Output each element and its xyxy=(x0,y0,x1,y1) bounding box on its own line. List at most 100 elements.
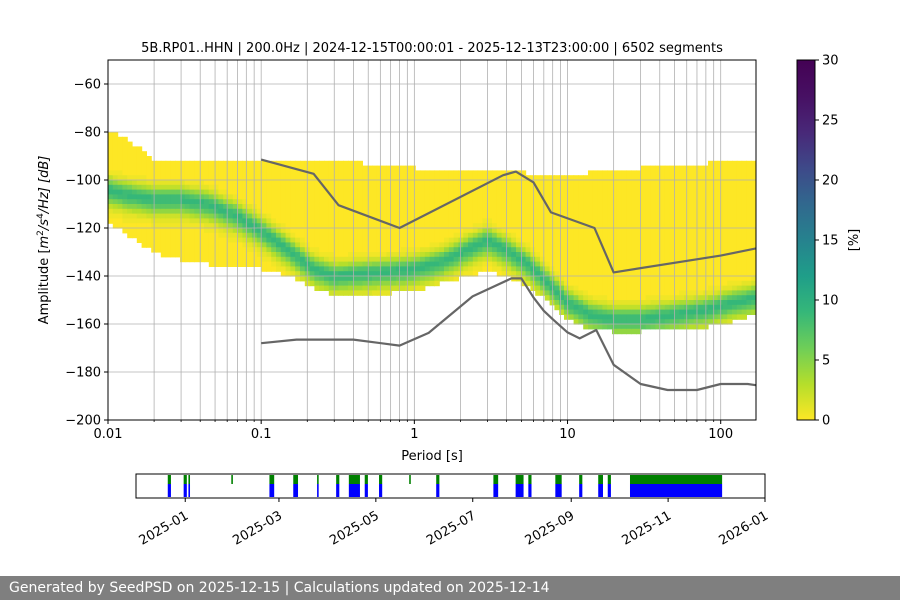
heatmap-cell xyxy=(520,271,527,277)
heatmap-cell xyxy=(175,184,181,191)
heatmap-cell xyxy=(156,204,162,210)
heatmap-cell xyxy=(271,261,277,267)
heatmap-cell xyxy=(204,232,210,263)
heatmap-cell xyxy=(410,256,416,263)
heatmap-cell xyxy=(199,199,205,205)
colorbar-label: [%] xyxy=(847,229,862,252)
heatmap-cell xyxy=(352,266,359,272)
availability-segment-green xyxy=(317,475,319,484)
heatmap-cell xyxy=(324,160,330,253)
heatmap-cell xyxy=(256,160,263,210)
heatmap-cell xyxy=(247,213,253,219)
heatmap-cell xyxy=(597,319,603,325)
plot-frame xyxy=(107,59,757,421)
heatmap-cell xyxy=(535,290,541,296)
heatmap-cell xyxy=(381,165,387,253)
heatmap-cell xyxy=(362,280,368,287)
heatmap-cell xyxy=(501,261,507,267)
heatmap-cell xyxy=(410,266,416,272)
heatmap-cell xyxy=(477,247,483,253)
heatmap-cell xyxy=(645,314,651,320)
heatmap-cell xyxy=(199,194,205,200)
heatmap-cell xyxy=(357,256,363,263)
heatmap-cell xyxy=(170,208,176,215)
heatmap-cell xyxy=(559,300,565,306)
heatmap-cell xyxy=(496,266,503,272)
heatmap-cell xyxy=(376,290,383,296)
heatmap-cell xyxy=(554,175,560,272)
heatmap-cell xyxy=(352,285,359,291)
heatmap-cell xyxy=(127,204,133,210)
heatmap-cell xyxy=(117,194,123,200)
heatmap-cell xyxy=(252,237,258,243)
heatmap-cell xyxy=(405,271,411,277)
heatmap-cell xyxy=(199,204,205,210)
heatmap-cell xyxy=(669,304,675,311)
heatmap-cell xyxy=(170,160,176,181)
heatmap-cell xyxy=(300,261,306,267)
heatmap-cell xyxy=(343,280,349,287)
heatmap-cell xyxy=(328,252,335,258)
availability-segment-green xyxy=(269,475,275,484)
heatmap-cell xyxy=(228,199,234,205)
heatmap-cell xyxy=(722,285,728,291)
heatmap-cell xyxy=(319,160,325,253)
heatmap-cell xyxy=(348,261,354,267)
heatmap-cell xyxy=(108,132,114,171)
heatmap-cell xyxy=(295,160,301,239)
heatmap-cell xyxy=(237,242,243,267)
heatmap-cell xyxy=(664,319,671,325)
heatmap-cell xyxy=(136,146,143,176)
data-availability-strip xyxy=(167,475,723,497)
heatmap-cell xyxy=(487,223,493,229)
heatmap-cell xyxy=(501,252,507,258)
heatmap-cell xyxy=(487,247,493,253)
heatmap-cell xyxy=(535,266,541,272)
heatmap-cell xyxy=(357,160,363,253)
heatmap-cell xyxy=(276,252,282,258)
heatmap-cell xyxy=(746,304,752,311)
heatmap-cell xyxy=(559,309,565,315)
availability-segment-green xyxy=(364,475,368,484)
heatmap-cell xyxy=(492,261,498,267)
heatmap-cell xyxy=(242,232,248,239)
heatmap-cell xyxy=(132,184,138,191)
heatmap-cell xyxy=(636,328,642,335)
heatmap-cell xyxy=(343,276,349,282)
heatmap-cell xyxy=(727,295,733,301)
heatmap-cell xyxy=(410,285,416,291)
heatmap-cell xyxy=(117,136,123,171)
heatmap-cell xyxy=(410,276,416,282)
heatmap-cell xyxy=(453,271,459,277)
heatmap-cell xyxy=(333,261,339,267)
heatmap-cell xyxy=(376,266,383,272)
availability-segment-green xyxy=(183,475,187,484)
heatmap-cell xyxy=(492,242,498,248)
heatmap-cell xyxy=(669,300,675,306)
heatmap-cell xyxy=(324,261,330,267)
heatmap-cell xyxy=(108,184,114,191)
heatmap-cell xyxy=(736,290,743,296)
heatmap-cell xyxy=(429,266,435,272)
heatmap-cell xyxy=(362,271,368,277)
heatmap-cell xyxy=(429,242,435,248)
heatmap-cell xyxy=(362,261,368,267)
heatmap-cell xyxy=(453,252,459,258)
heatmap-cell xyxy=(381,276,387,282)
heatmap-cell xyxy=(165,204,171,210)
heatmap-cell xyxy=(679,300,685,306)
date-tick-label: 2025-01 xyxy=(137,508,192,548)
y-tick-label: −120 xyxy=(65,222,101,237)
heatmap-cell xyxy=(127,218,133,224)
heatmap-cell xyxy=(468,261,474,267)
heatmap-cell xyxy=(439,242,445,248)
heatmap-cell xyxy=(223,160,229,191)
heatmap-cell xyxy=(722,314,728,320)
heatmap-cell xyxy=(180,218,186,224)
heatmap-cell xyxy=(516,237,522,243)
heatmap-cell xyxy=(218,208,224,215)
availability-segment-green xyxy=(515,475,524,484)
x-axis-label: Period [s] xyxy=(401,449,463,464)
heatmap-cell xyxy=(472,252,479,258)
heatmap-cell xyxy=(180,223,186,229)
